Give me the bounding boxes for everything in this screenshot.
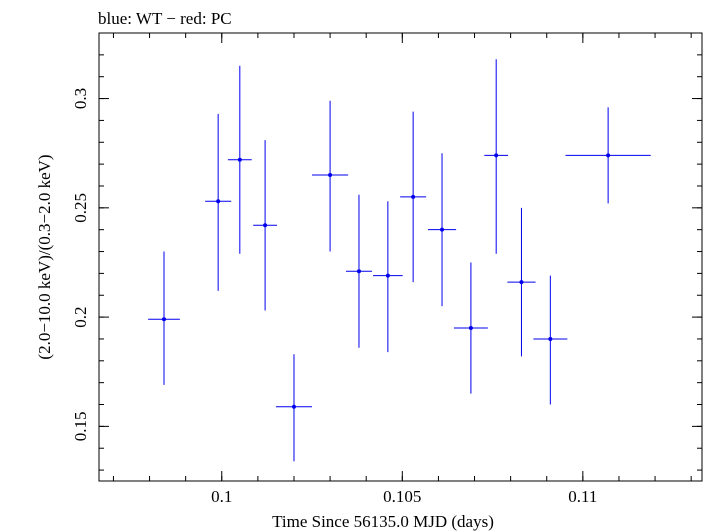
chart-title: blue: WT − red: PC <box>98 9 232 28</box>
data-marker <box>237 157 242 162</box>
plot-frame <box>98 32 703 482</box>
data-point <box>345 194 372 348</box>
y-tick-label: 0.3 <box>71 88 90 109</box>
y-tick-label: 0.2 <box>71 306 90 327</box>
data-marker <box>519 280 524 285</box>
data-points <box>148 59 651 462</box>
data-point <box>148 251 180 385</box>
y-tick-label: 0.25 <box>71 193 90 223</box>
data-marker <box>468 326 473 331</box>
x-tick-label: 0.1 <box>211 487 232 506</box>
data-marker <box>356 269 361 274</box>
data-point <box>507 207 536 357</box>
data-point <box>205 113 232 291</box>
data-marker <box>161 317 166 322</box>
data-point <box>484 59 509 254</box>
x-tick-label: 0.105 <box>383 487 421 506</box>
data-marker <box>263 223 268 228</box>
data-point <box>400 111 427 283</box>
axis-tick-labels: 0.1 0.105 0.11 0.15 0.2 0.25 0.3 <box>71 88 597 506</box>
data-point <box>312 100 349 252</box>
data-point <box>275 354 313 462</box>
data-point <box>227 65 252 254</box>
data-point <box>533 275 568 405</box>
data-point <box>253 140 278 311</box>
data-point <box>373 201 403 353</box>
y-axis-label: (2.0−10.0 keV)/(0.3−2.0 keV) <box>35 154 54 359</box>
data-marker <box>494 153 499 158</box>
data-marker <box>606 153 611 158</box>
data-marker <box>291 404 296 409</box>
axis-ticks <box>99 32 702 481</box>
data-marker <box>216 199 221 204</box>
x-tick-label: 0.11 <box>568 487 597 506</box>
data-point <box>427 153 457 307</box>
data-point <box>453 262 488 394</box>
data-marker <box>548 336 553 341</box>
x-axis-label: Time Since 56135.0 MJD (days) <box>272 512 494 531</box>
data-marker <box>411 194 416 199</box>
data-marker <box>385 273 390 278</box>
y-tick-label: 0.15 <box>71 411 90 441</box>
data-marker <box>440 227 445 232</box>
data-point <box>565 107 651 204</box>
data-marker <box>328 173 333 178</box>
